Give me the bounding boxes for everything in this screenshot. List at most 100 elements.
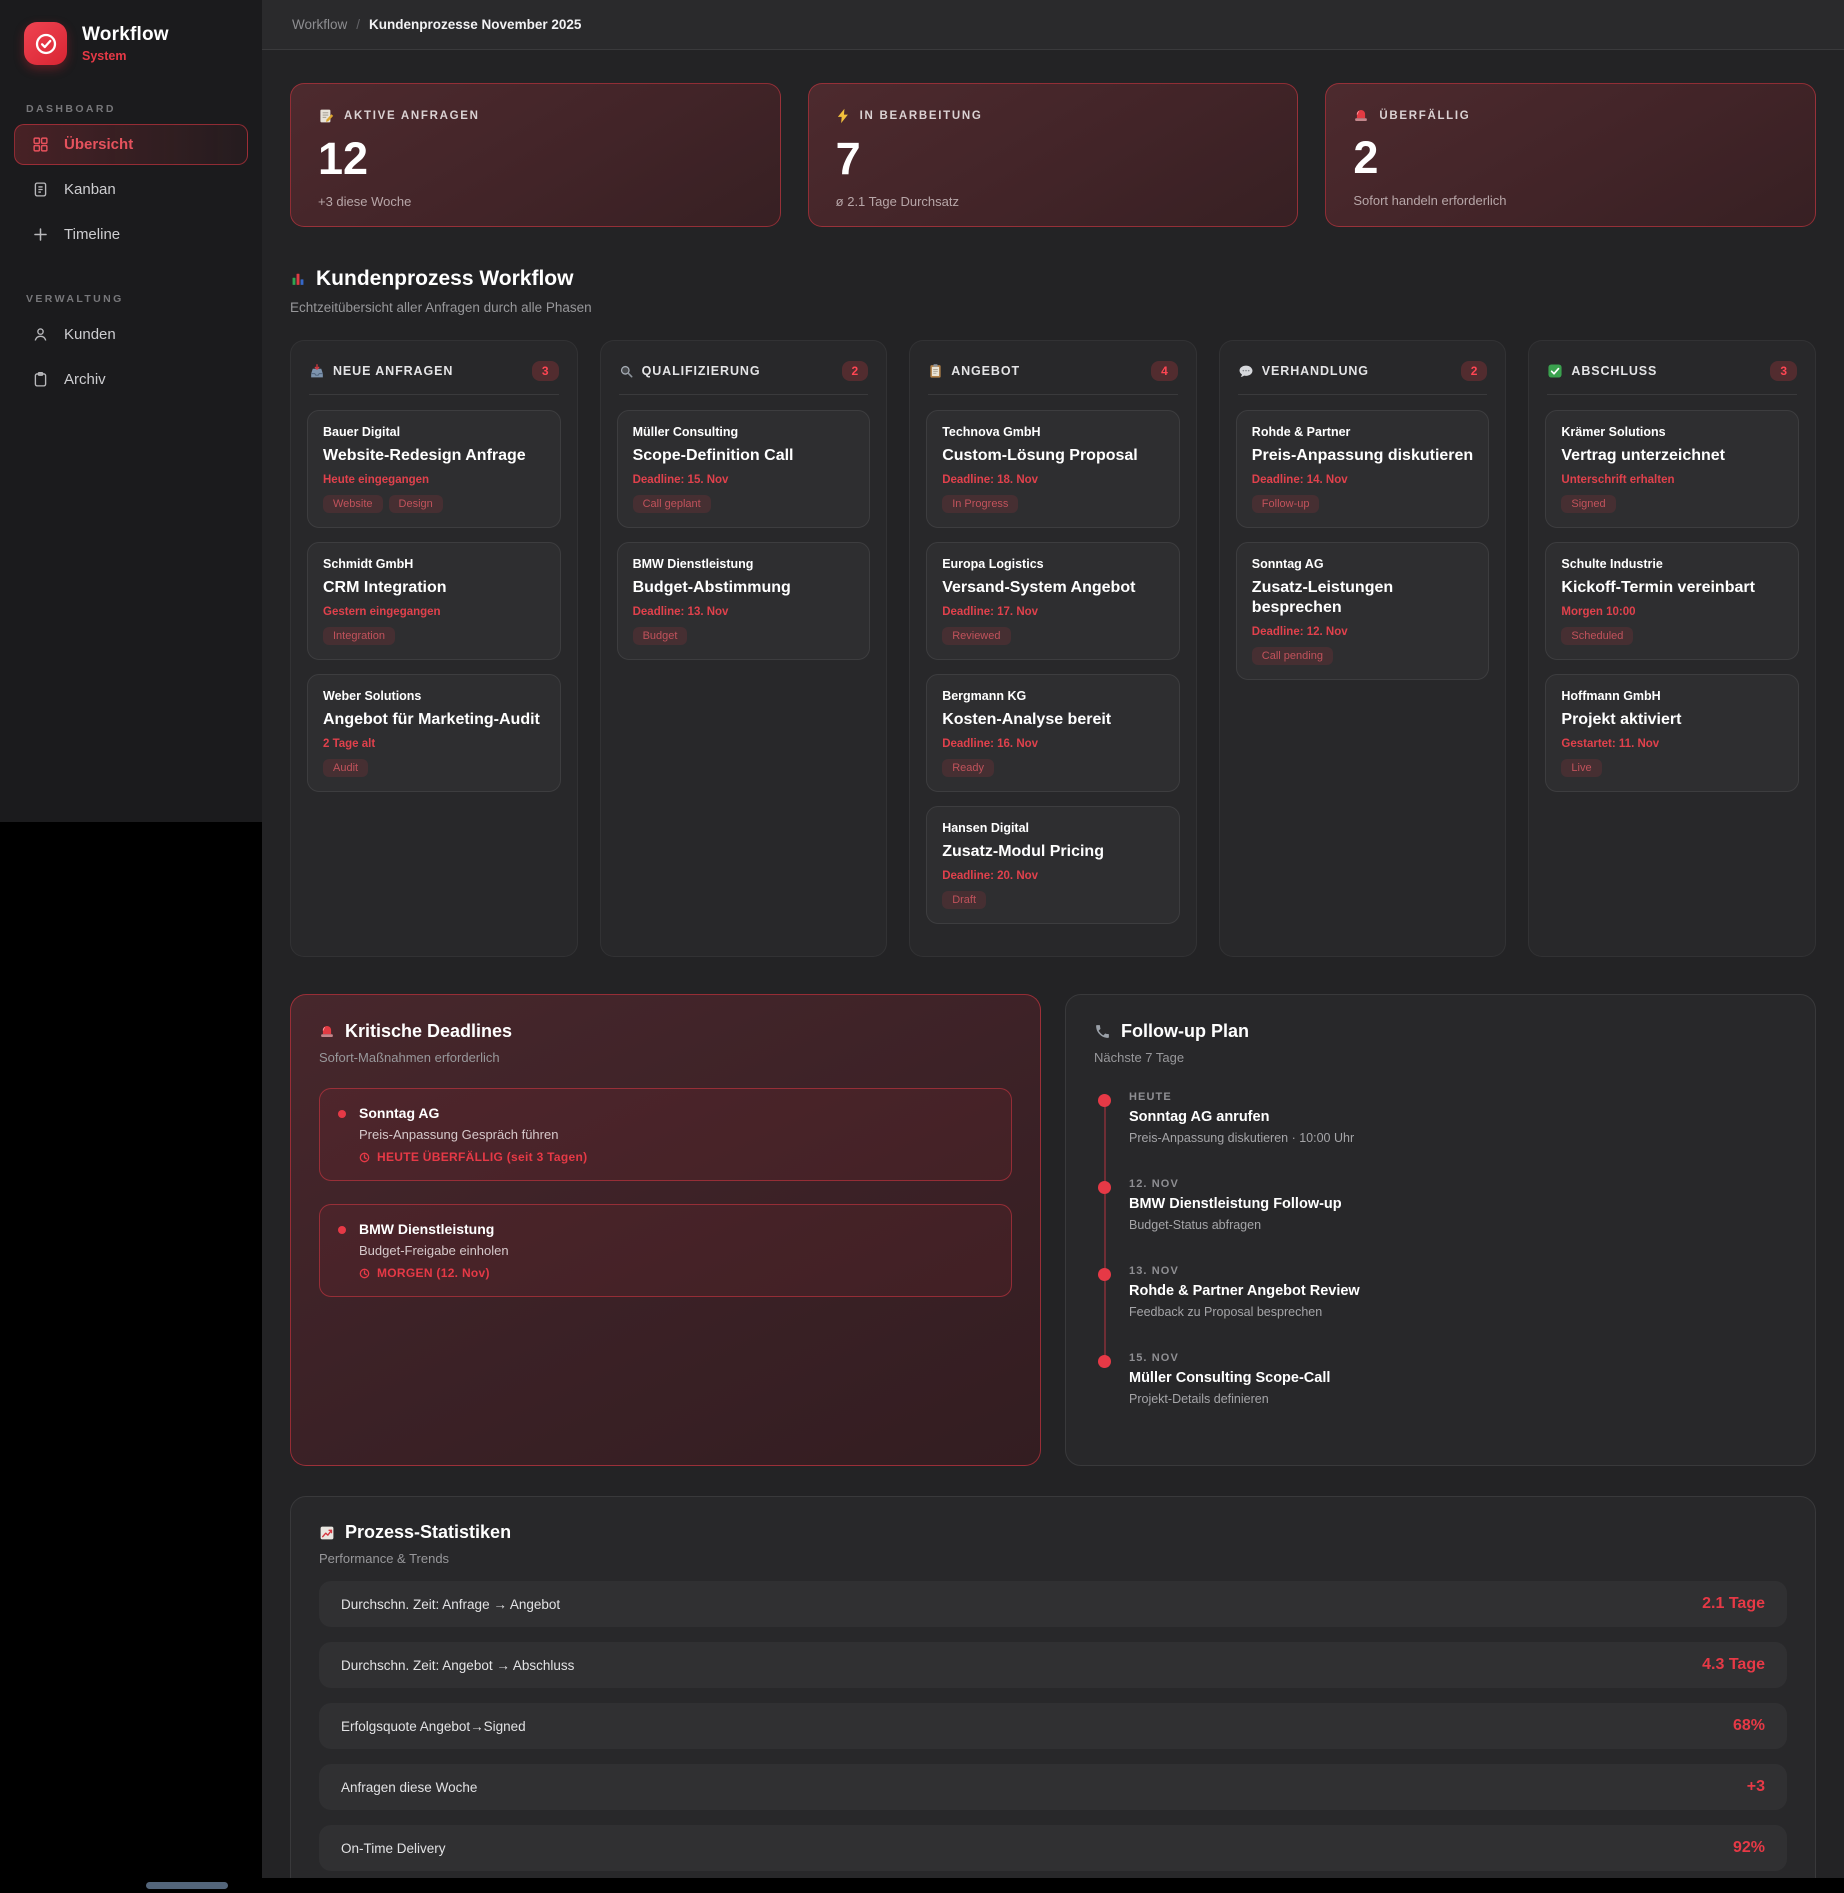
kanban-card-title: Custom-Lösung Proposal: [942, 447, 1138, 464]
kanban-card[interactable]: Schmidt GmbH CRM Integration Gestern einge…: [307, 542, 561, 660]
kanban-column-verhandlung: VERHANDLUNG 2 Rohde & Partner Preis-Anpassu…: [1218, 340, 1507, 957]
kanban-column-count-badge: 4: [1151, 361, 1178, 381]
kanban-card-company: Hansen Digital: [942, 821, 1030, 835]
kanban-board: NEUE ANFRAGEN 3 Bauer Digital Website-Redes…: [290, 340, 1816, 957]
kanban-card-title: Vertrag unterzeichnet: [1561, 447, 1725, 464]
left-rail: Workflow System DASHBOARD Übersicht Kanban…: [0, 0, 262, 1878]
kanban-card[interactable]: Technova GmbH Custom-Lösung Proposal Deadl…: [926, 410, 1180, 528]
kanban-column-title: NEUE ANFRAGEN: [333, 364, 454, 378]
deadline-status: MORGEN (12. Nov): [359, 1266, 509, 1280]
memo-icon: [318, 108, 334, 124]
kanban-card[interactable]: Krämer Solutions Vertrag unterzeichnet Unt…: [1545, 410, 1799, 528]
siren-icon: [1353, 108, 1369, 123]
kanban-card[interactable]: Weber Solutions Angebot für Marketing-Aud…: [307, 674, 561, 792]
sidebar-item-u-bersicht[interactable]: Übersicht: [14, 124, 248, 165]
followup-timeline: HEUTE Sonntag AG anrufen Preis-Anpassung d…: [1094, 1091, 1787, 1439]
timeline-title: BMW Dienstleistung Follow-up: [1129, 1196, 1342, 1212]
kanban-card-title: Preis-Anpassung diskutieren: [1251, 447, 1474, 464]
kanban-card-meta: Deadline: 18. Nov: [942, 474, 1039, 486]
tag-badge: Ready: [942, 759, 994, 777]
kanban-column-title: QUALIFIZIERUNG: [641, 364, 761, 378]
stat-card-label: IN BEARBEITUNG: [836, 108, 1271, 124]
deadline-item[interactable]: Sonntag AG Preis-Anpassung Gespräch führe…: [319, 1088, 1012, 1181]
siren-icon: [319, 1024, 335, 1039]
deadline-item[interactable]: BMW Dienstleistung Budget-Freigabe einhol…: [319, 1204, 1012, 1297]
sidebar-item-kunden[interactable]: Kunden: [14, 314, 248, 355]
deadline-list: Sonntag AG Preis-Anpassung Gespräch führe…: [319, 1088, 1012, 1297]
kanban-column-count-badge: 3: [531, 361, 559, 381]
sidebar-item-archiv[interactable]: Archiv: [14, 359, 248, 400]
inbox-icon: [309, 363, 325, 379]
sidebar-item-kanban[interactable]: Kanban: [14, 169, 248, 210]
plus-icon: [31, 226, 49, 243]
kanban-card-tags: Reviewed: [942, 627, 1164, 645]
tag-badge: Live: [1561, 759, 1602, 777]
bottom-scrollbar-thumb[interactable]: [146, 1882, 228, 1889]
deadline-task: Preis-Anpassung Gespräch führen: [359, 1127, 559, 1142]
timeline-date: 12. NOV: [1129, 1178, 1179, 1190]
sidebar-item-timeline[interactable]: Timeline: [14, 214, 248, 255]
stat-card-in-bearbeitung: IN BEARBEITUNG 7 ø 2.1 Tage Durchsatz: [807, 83, 1299, 227]
breadcrumb-current: Kundenprozesse November 2025: [369, 17, 582, 32]
kanban-card-meta: Deadline: 17. Nov: [942, 606, 1039, 618]
kanban-card-title: Website-Redesign Anfrage: [323, 447, 526, 464]
timeline-dot-icon: [1098, 1181, 1111, 1194]
stat-card-label: AKTIVE ANFRAGEN: [318, 108, 753, 124]
board-subtitle: Echtzeitübersicht aller Anfragen durch a…: [290, 300, 592, 315]
kanban-card[interactable]: Hansen Digital Zusatz-Modul Pricing Deadli…: [926, 806, 1180, 924]
stat-card-label-text: IN BEARBEITUNG: [859, 110, 983, 122]
lightning-icon: [836, 108, 850, 124]
kanban-column-divider: [309, 394, 559, 395]
breadcrumb-root[interactable]: Workflow: [292, 17, 348, 32]
kanban-icon: [31, 181, 49, 198]
statistic-row: Anfragen diese Woche +3: [319, 1764, 1787, 1810]
kanban-card-title: Versand-System Angebot: [942, 579, 1136, 596]
deadline-company: BMW Dienstleistung: [359, 1221, 495, 1237]
kanban-card[interactable]: BMW Dienstleistung Budget-Abstimmung Deadl…: [616, 542, 871, 660]
sidebar-nav: DASHBOARD Übersicht Kanban Timeline VERWALTU…: [14, 103, 248, 400]
timeline-description: Projekt-Details definieren: [1129, 1392, 1269, 1406]
statistic-label: Durchschn. Zeit: Angebot → Abschluss: [341, 1657, 575, 1673]
kanban-card[interactable]: Hoffmann GmbH Projekt aktiviert Gestartet:…: [1545, 674, 1799, 792]
kanban-card[interactable]: Schulte Industrie Kickoff-Termin vereinba…: [1545, 542, 1799, 660]
kanban-card-company: Krämer Solutions: [1561, 425, 1666, 439]
tag-badge: Scheduled: [1561, 627, 1634, 645]
critical-deadlines-title-text: Kritische Deadlines: [345, 1021, 513, 1041]
kanban-column-abschluss: ABSCHLUSS 3 Krämer Solutions Vertrag unterz…: [1528, 340, 1816, 957]
logo-text-block: Workflow System: [82, 24, 169, 63]
kanban-column-header: NEUE ANFRAGEN 3: [307, 359, 561, 394]
logo-check-icon: [24, 22, 67, 65]
timeline-dot-icon: [1098, 1355, 1111, 1368]
statistic-value: 68%: [1732, 1717, 1765, 1734]
kanban-column-title: ABSCHLUSS: [1571, 364, 1658, 378]
kanban-card[interactable]: Sonntag AG Zusatz-Leistungen besprechen De…: [1235, 542, 1490, 680]
kanban-card[interactable]: Europa Logistics Versand-System Angebot De…: [926, 542, 1180, 660]
kanban-card-company: Hoffmann GmbH: [1561, 689, 1661, 703]
kanban-column-neue-anfragen: NEUE ANFRAGEN 3 Bauer Digital Website-Redes…: [290, 340, 578, 957]
sidebar: Workflow System DASHBOARD Übersicht Kanban…: [0, 0, 262, 822]
kanban-card-meta: Deadline: 16. Nov: [942, 738, 1039, 750]
kanban-card-tags: Audit: [323, 759, 545, 777]
kanban-card-tags: Scheduled: [1561, 627, 1783, 645]
kanban-card-tags: Integration: [323, 627, 545, 645]
timeline-title: Rohde & Partner Angebot Review: [1129, 1283, 1360, 1299]
followup-title-text: Follow-up Plan: [1121, 1021, 1249, 1041]
kanban-card[interactable]: Rohde & Partner Preis-Anpassung diskutier…: [1235, 410, 1490, 528]
stat-card-label-text: AKTIVE ANFRAGEN: [344, 110, 480, 122]
statistic-row: Durchschn. Zeit: Anfrage → Angebot 2.1 Ta…: [319, 1581, 1787, 1627]
kanban-card-title: Scope-Definition Call: [632, 447, 794, 464]
app-logo: Workflow System: [14, 22, 248, 65]
kanban-card-tags: Signed: [1561, 495, 1783, 513]
stat-card-label: ÜBERFÄLLIG: [1353, 108, 1788, 123]
breadcrumb-separator: /: [356, 17, 361, 32]
deadline-status-text: HEUTE ÜBERFÄLLIG (seit 3 Tagen): [377, 1150, 588, 1164]
kanban-card[interactable]: Bauer Digital Website-Redesign Anfrage Heu…: [307, 410, 561, 528]
kanban-card-meta: 2 Tage alt: [323, 738, 376, 750]
archive-icon: [31, 371, 49, 388]
red-dot-icon: [338, 1110, 346, 1118]
topbar: Workflow / Kundenprozesse November 2025: [262, 0, 1844, 50]
kanban-card[interactable]: Müller Consulting Scope-Definition Call De…: [616, 410, 871, 528]
kanban-card[interactable]: Bergmann KG Kosten-Analyse bereit Deadline…: [926, 674, 1180, 792]
